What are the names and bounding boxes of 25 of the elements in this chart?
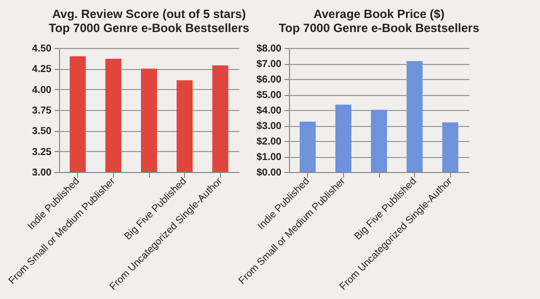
y-tick-label: $1.00 <box>256 152 282 163</box>
y-tick-label: $7.00 <box>256 59 282 70</box>
y-tick-label: $8.00 <box>256 44 282 54</box>
y-tick-label: $0.00 <box>256 168 282 178</box>
y-tick-label: 3.50 <box>32 126 52 138</box>
bar <box>300 122 316 172</box>
chart-title: Average Book Price ($) <box>314 7 444 21</box>
y-tick-label: $3.00 <box>256 121 282 132</box>
chart-subtitle: Top 7000 Genre e-Book Bestsellers <box>48 21 250 35</box>
bar <box>406 61 423 172</box>
y-tick-label: $4.00 <box>256 106 282 116</box>
y-tick-label: 3.25 <box>32 146 52 158</box>
chart-subtitle: Top 7000 Genre e-Book Bestsellers <box>278 21 480 35</box>
y-tick-label: $5.00 <box>256 90 282 101</box>
y-tick-label: 3.75 <box>32 106 52 116</box>
y-tick-label: 4.25 <box>32 64 52 76</box>
y-tick-label: $2.00 <box>256 136 282 148</box>
y-tick-label: 3.00 <box>32 168 52 178</box>
y-tick-label: 4.50 <box>32 44 52 54</box>
y-tick-label: $6.00 <box>256 74 282 86</box>
bar <box>370 110 388 172</box>
bar <box>335 104 352 172</box>
chart-title: Avg. Review Score (out of 5 stars) <box>52 7 246 21</box>
y-tick-label: 4.00 <box>32 84 52 96</box>
bar <box>442 122 458 172</box>
